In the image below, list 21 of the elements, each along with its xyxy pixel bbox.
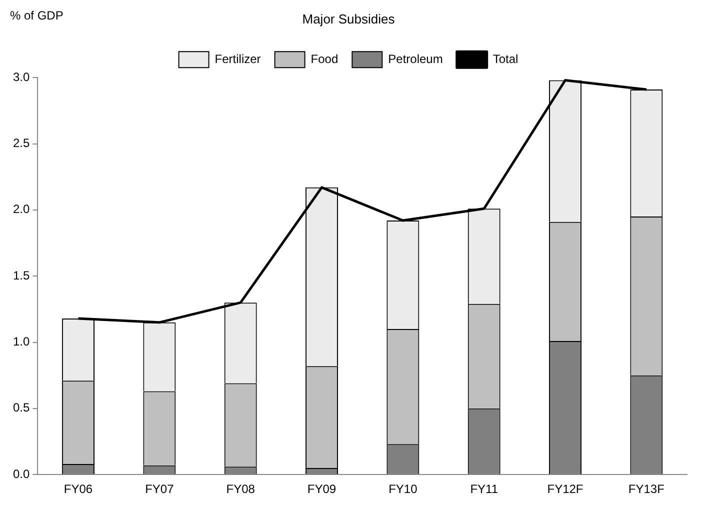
y-tick-label: 1.0 xyxy=(12,334,30,349)
x-tick-label: FY12F xyxy=(547,482,584,496)
chart-title: Major Subsidies xyxy=(302,11,396,26)
x-tick-label: FY06 xyxy=(64,482,93,496)
y-tick-label: 2.5 xyxy=(12,136,30,150)
x-tick-label: FY10 xyxy=(388,482,418,496)
y-tick-label: 2.0 xyxy=(12,202,30,216)
legend-label: Fertilizer xyxy=(214,52,261,66)
y-tick-label: 0.5 xyxy=(12,400,30,415)
x-tick-label: FY07 xyxy=(145,482,174,496)
legend-label: Food xyxy=(310,52,338,66)
x-tick-label: FY09 xyxy=(307,482,336,496)
y-tick-label: 1.5 xyxy=(12,268,30,282)
legend-label: Total xyxy=(492,52,518,66)
y-tick-label: 3.0 xyxy=(12,70,30,84)
y-axis-title: % of GDP xyxy=(10,8,64,22)
x-tick-label: FY11 xyxy=(470,482,498,496)
x-tick-label: FY13F xyxy=(628,482,664,496)
y-tick-label: 0.0 xyxy=(12,466,30,481)
legend-label: Petroleum xyxy=(388,52,443,66)
x-tick-label: FY08 xyxy=(226,482,256,496)
